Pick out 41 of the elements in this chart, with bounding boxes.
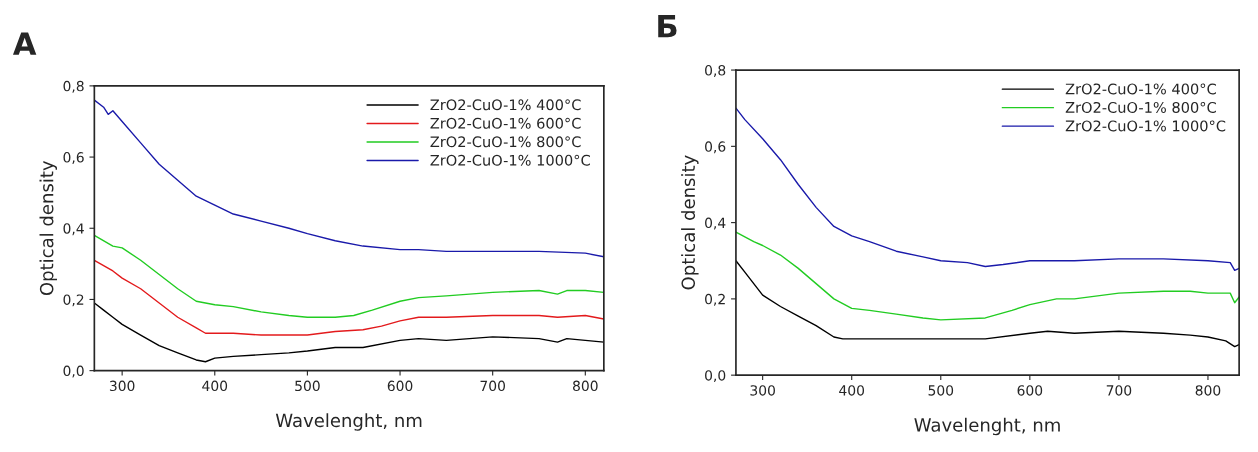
y-tick-label: 0,2 [63, 294, 84, 307]
legend-label: ZrO2-CuO-1% 800°C [1065, 101, 1216, 113]
y-tick-label: 0,0 [705, 370, 726, 383]
y-tick-label: 0,4 [63, 223, 84, 236]
x-axis-title: Wavelenght, nm [914, 417, 1060, 436]
y-tick-label: 0,8 [63, 80, 84, 93]
legend-label: ZrO2-CuO-1% 600°C [430, 117, 581, 129]
y-tick-label: 0,8 [705, 65, 726, 77]
x-tick-label: 600 [1017, 385, 1043, 396]
x-axis-title: Wavelenght, nm [275, 413, 422, 431]
line-series [94, 302, 604, 363]
y-tick-label: 0,6 [63, 152, 84, 164]
y-tick-label: 0,0 [63, 365, 84, 378]
legend-label: ZrO2-CuO-1% 1000°C [1065, 120, 1226, 132]
legend-label: ZrO2-CuO-1% 800°C [430, 136, 581, 148]
x-tick-label: 300 [109, 380, 135, 392]
x-tick-label: 800 [1195, 385, 1221, 396]
y-tick-label: 0,2 [705, 293, 725, 306]
x-tick-label: 700 [1106, 385, 1132, 396]
line-series [735, 260, 1240, 348]
x-tick-label: 400 [202, 380, 228, 392]
x-tick-label: 600 [387, 380, 413, 392]
chart-title: А [12, 32, 37, 55]
legend-label: ZrO2-CuO-1% 400°C [430, 99, 581, 111]
legend-label: ZrO2-CuO-1% 1000°C [430, 154, 590, 166]
x-tick-label: 500 [928, 385, 954, 396]
line-series [94, 234, 604, 318]
x-tick-label: 300 [750, 385, 775, 396]
line-series [94, 259, 604, 336]
x-tick-label: 500 [295, 380, 320, 392]
line-series [735, 231, 1240, 321]
y-tick-label: 0,6 [705, 141, 726, 154]
chart-title: Б [658, 15, 677, 38]
x-tick-label: 700 [480, 380, 506, 392]
y-axis-title: Optical density [681, 155, 699, 290]
line-series [94, 99, 604, 258]
y-tick-label: 0,4 [705, 217, 726, 230]
x-tick-label: 800 [573, 380, 598, 392]
x-tick-label: 400 [839, 385, 865, 396]
y-axis-title: Optical density [39, 160, 57, 296]
legend-label: ZrO2-CuO-1% 400°C [1065, 83, 1216, 95]
